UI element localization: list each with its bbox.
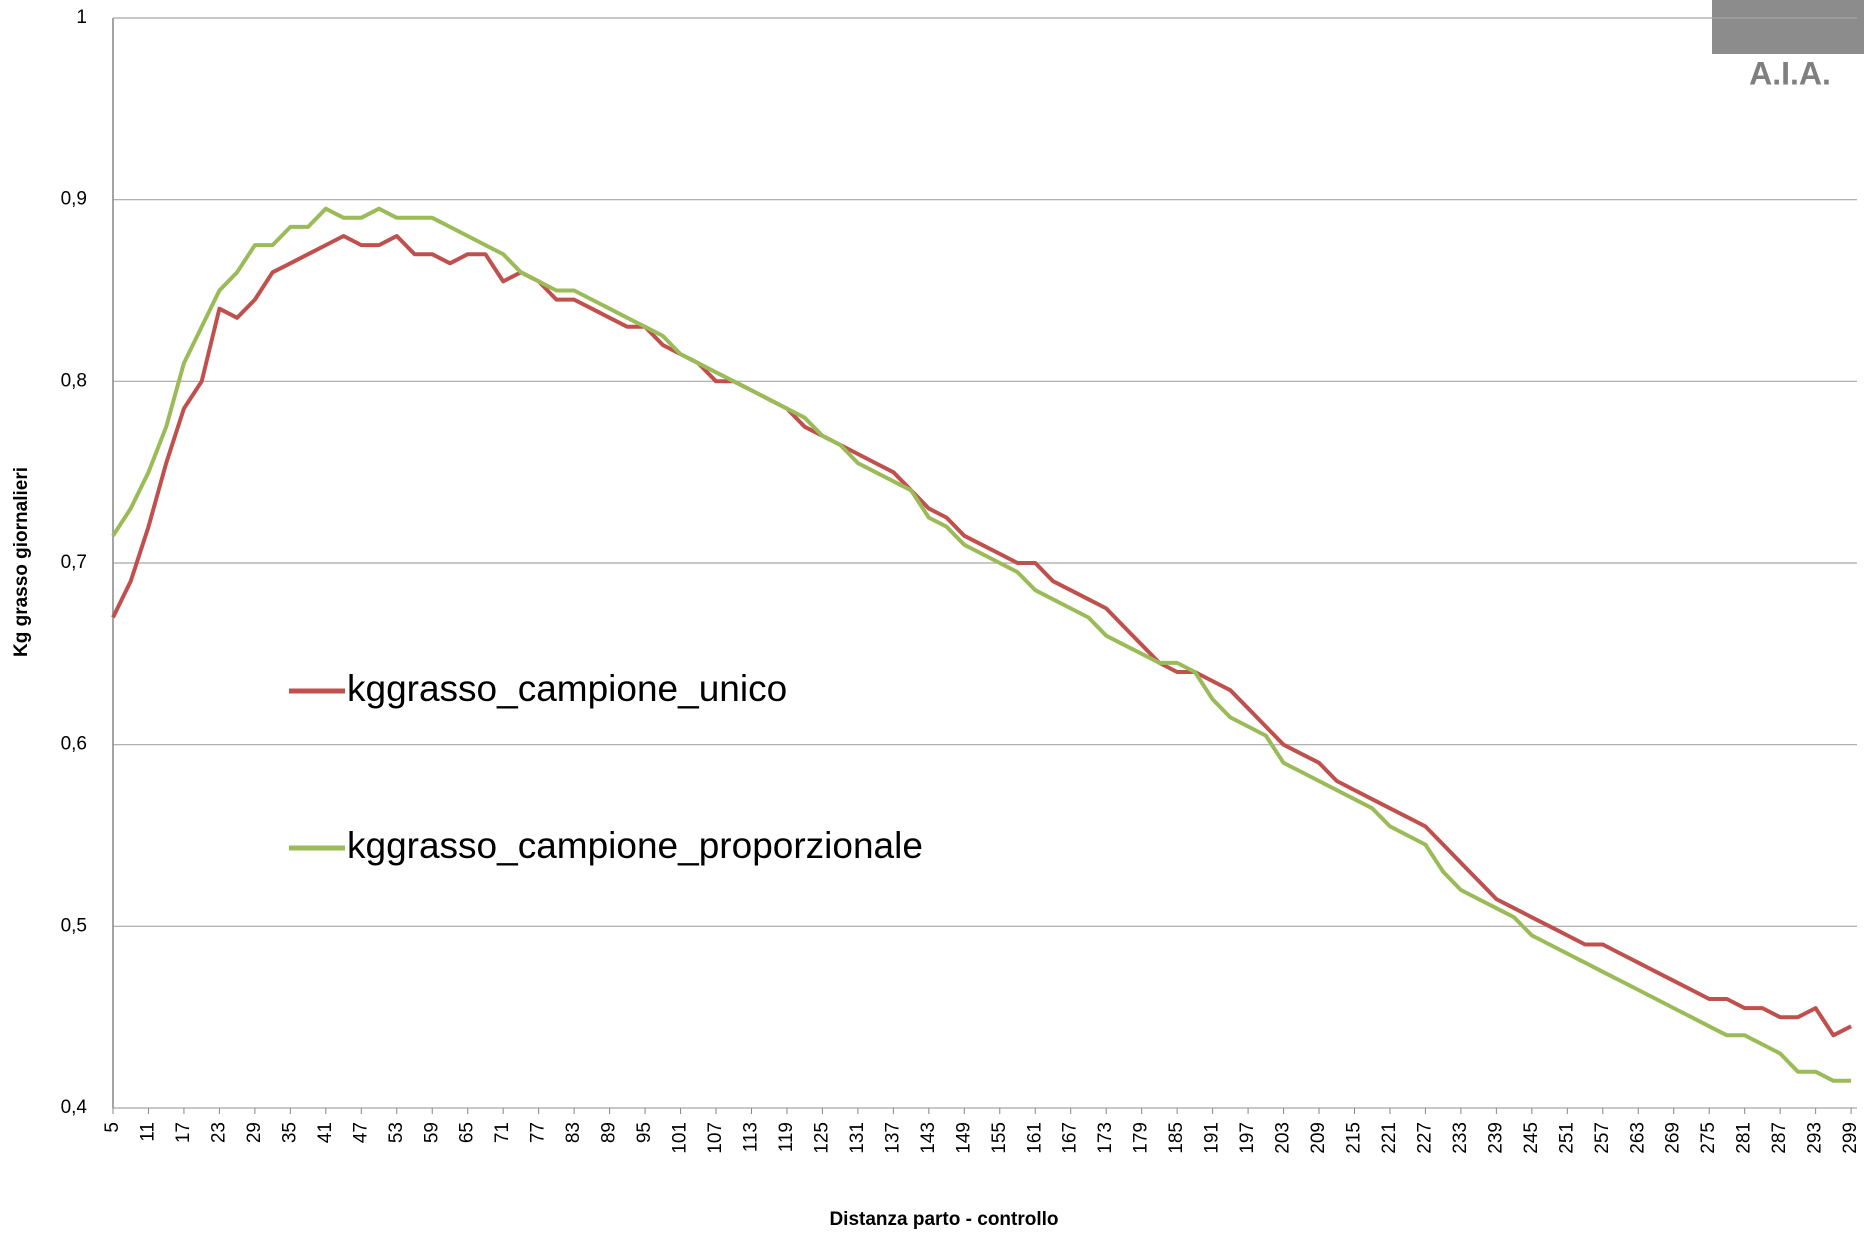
x-tick-label: 173 [1095,1122,1116,1154]
x-tick-label: 275 [1698,1122,1719,1154]
x-tick-label: 119 [776,1122,797,1152]
x-tick-label: 107 [705,1122,726,1154]
x-tick-label: 185 [1166,1122,1187,1154]
x-tick-label: 293 [1805,1122,1826,1154]
x-tick-label: 83 [563,1122,584,1143]
x-tick-label: 143 [918,1122,939,1154]
x-tick-label: 71 [492,1122,513,1143]
x-tick-label: 191 [1202,1122,1223,1154]
logo-box [1712,0,1864,54]
legend-label: kggrasso_campione_unico [347,668,787,709]
y-tick-label: 1 [76,7,87,28]
y-tick-label: 0,5 [61,915,87,936]
y-tick-label: 0,7 [61,552,87,573]
x-tick-label: 77 [528,1122,549,1143]
x-tick-label: 203 [1273,1122,1294,1154]
x-tick-label: 251 [1556,1122,1577,1154]
x-tick-label: 269 [1663,1122,1684,1154]
x-tick-label: 209 [1308,1122,1329,1154]
x-tick-label: 95 [634,1122,655,1143]
x-tick-label: 167 [1060,1122,1081,1154]
logo-text: A.I.A. [1749,55,1831,91]
x-tick-label: 125 [811,1122,832,1154]
legend-label: kggrasso_campione_proporzionale [347,825,923,866]
y-tick-label: 0,8 [61,370,87,391]
x-tick-label: 155 [989,1122,1010,1154]
x-tick-label: 161 [1024,1122,1045,1154]
x-tick-label: 257 [1592,1122,1613,1154]
x-tick-label: 221 [1379,1122,1400,1154]
x-tick-label: 89 [599,1122,620,1143]
x-tick-label: 59 [421,1122,442,1143]
x-tick-label: 53 [386,1122,407,1143]
x-tick-label: 245 [1521,1122,1542,1154]
y-axis-title: Kg grasso giornalieri [11,467,32,657]
x-tick-label: 17 [173,1122,194,1143]
x-tick-label: 263 [1627,1122,1648,1154]
x-tick-label: 149 [953,1122,974,1154]
x-tick-label: 11 [137,1122,158,1142]
x-tick-label: 29 [244,1122,265,1143]
x-tick-label: 197 [1237,1122,1258,1154]
x-tick-label: 227 [1414,1122,1435,1154]
y-tick-label: 0,9 [61,189,87,210]
x-tick-label: 131 [847,1122,868,1154]
x-tick-label: 47 [350,1122,371,1143]
x-tick-label: 137 [882,1122,903,1154]
x-tick-label: 233 [1450,1122,1471,1154]
x-tick-label: 179 [1131,1122,1152,1154]
x-tick-label: 113 [740,1122,761,1152]
series-line [111,206,1852,1083]
x-tick-label: 23 [208,1122,229,1143]
x-tick-label: 101 [670,1122,691,1154]
x-tick-label: 65 [457,1122,478,1143]
y-tick-label: 0,6 [61,734,87,755]
x-tick-label: 41 [315,1122,336,1143]
x-tick-label: 299 [1840,1122,1861,1154]
x-tick-label: 287 [1769,1122,1790,1154]
x-tick-label: 5 [102,1122,123,1133]
x-tick-label: 281 [1734,1122,1755,1154]
series-line [111,234,1853,1038]
x-axis-title: Distanza parto - controllo [829,1209,1058,1230]
x-tick-label: 35 [279,1122,300,1143]
y-tick-label: 0,4 [61,1097,88,1118]
x-tick-label: 239 [1485,1122,1506,1154]
x-tick-label: 215 [1344,1122,1365,1154]
